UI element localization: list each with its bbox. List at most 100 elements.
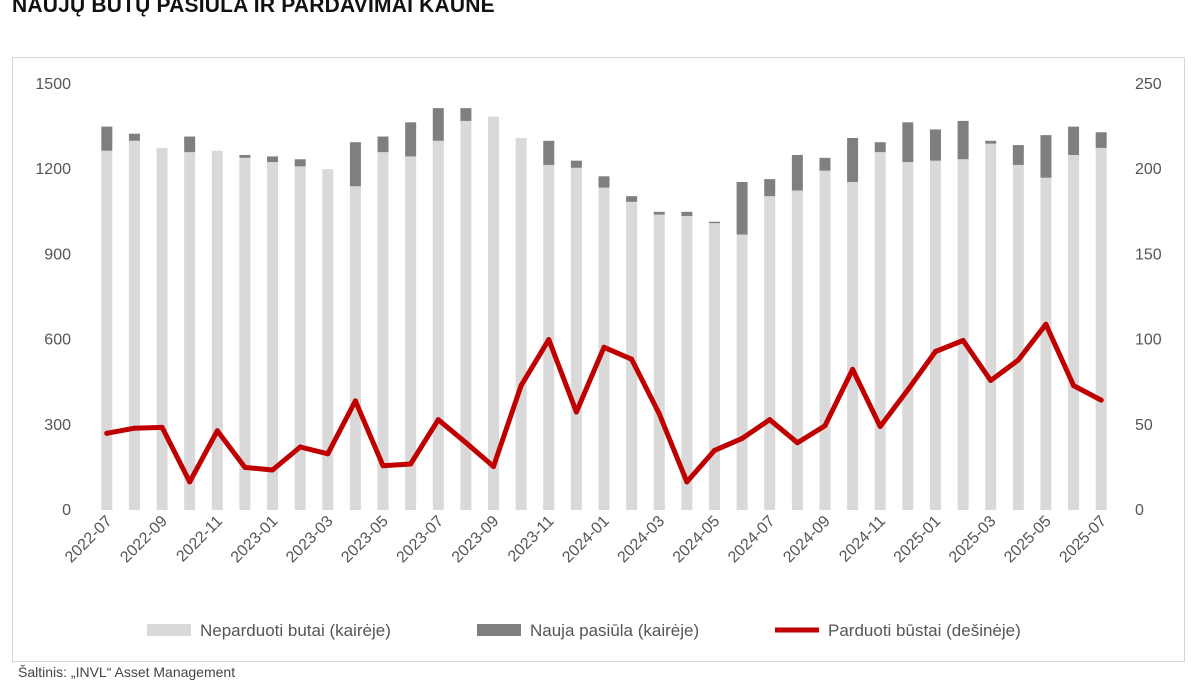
bar-new-supply <box>957 120 969 160</box>
x-tick-label: 2022-09 <box>117 513 171 567</box>
point-sold <box>711 447 717 453</box>
legend-label-sold: Parduoti būstai (dešinėje) <box>828 621 1021 640</box>
bar-new-supply <box>543 140 555 165</box>
x-tick-label: 2023-05 <box>338 513 392 567</box>
bar-unsold <box>570 167 582 510</box>
y-right-tick-label: 50 <box>1135 417 1153 434</box>
point-sold <box>270 467 276 473</box>
point-sold <box>1043 321 1049 327</box>
point-sold <box>242 464 248 470</box>
bar-unsold <box>847 181 859 510</box>
x-tick-label: 2025-05 <box>1001 513 1055 567</box>
y-right-tick-label: 100 <box>1135 332 1162 349</box>
point-sold <box>1015 357 1021 363</box>
bars-layer <box>101 108 1107 511</box>
point-sold <box>518 383 524 389</box>
bar-unsold <box>874 152 886 510</box>
point-sold <box>684 479 690 485</box>
point-sold <box>877 424 883 430</box>
bar-new-supply <box>432 108 444 141</box>
bar-new-supply <box>1095 132 1107 148</box>
bar-unsold <box>681 216 693 510</box>
x-tick-label: 2023-01 <box>228 513 282 567</box>
bar-new-supply <box>460 108 472 121</box>
bar-new-supply <box>708 221 720 224</box>
bar-unsold <box>349 186 361 511</box>
point-sold <box>850 366 856 372</box>
y-left-tick-label: 600 <box>44 332 71 349</box>
x-tick-label: 2024-03 <box>615 513 669 567</box>
page-title: NAUJŲ BŪTŲ PASIŪLA IR PARDAVIMAI KAUNE <box>12 0 495 17</box>
bar-new-supply <box>929 129 941 161</box>
bar-unsold <box>294 166 306 511</box>
bar-unsold <box>708 223 720 510</box>
x-tick-label: 2024-11 <box>836 513 889 566</box>
point-sold <box>214 428 220 434</box>
source-note: Šaltinis: „INVL“ Asset Management <box>18 664 236 680</box>
legend-swatch-new-supply <box>477 624 521 636</box>
bar-new-supply <box>101 126 113 151</box>
bar-unsold <box>902 162 914 510</box>
bar-new-supply <box>349 142 361 187</box>
x-tick-label: 2024-09 <box>780 513 834 567</box>
x-axis: 2022-07 2022-09 2022-11 2023-01 2023-03 2023-… <box>62 513 1110 567</box>
bar-new-supply <box>985 140 997 144</box>
bar-new-supply <box>1040 135 1052 178</box>
legend-swatch-unsold <box>147 624 191 636</box>
point-sold <box>435 417 441 423</box>
y-left-tick-label: 300 <box>44 417 71 434</box>
bar-new-supply <box>184 136 196 153</box>
bar-unsold <box>239 157 251 510</box>
bar-new-supply <box>598 176 610 188</box>
point-sold <box>573 409 579 415</box>
x-tick-label: 2022-11 <box>173 513 226 566</box>
y-right-tick-label: 150 <box>1135 246 1162 263</box>
x-tick-label: 2024-01 <box>559 513 613 567</box>
bar-new-supply <box>764 179 776 197</box>
bar-unsold <box>791 190 803 510</box>
bar-unsold <box>736 234 748 510</box>
bar-unsold <box>488 116 500 510</box>
bar-new-supply <box>874 142 886 153</box>
point-sold <box>325 451 331 457</box>
bar-unsold <box>1095 147 1107 510</box>
point-sold <box>1098 397 1104 403</box>
y-axis-right: 0 50 100 150 200 250 <box>1135 76 1162 519</box>
y-left-tick-label: 1200 <box>35 161 71 178</box>
bar-new-supply <box>1068 126 1080 155</box>
x-tick-label: 2024-07 <box>725 513 779 567</box>
point-sold <box>187 479 193 485</box>
bar-new-supply <box>570 160 582 168</box>
bar-new-supply <box>405 122 417 157</box>
bar-new-supply <box>267 156 279 163</box>
bar-new-supply <box>681 211 693 217</box>
bar-unsold <box>626 201 638 511</box>
legend: Neparduoti butai (kairėje) Nauja pasiūla… <box>147 621 1021 640</box>
bar-new-supply <box>902 122 914 163</box>
bar-new-supply <box>847 137 859 182</box>
bar-unsold <box>1068 155 1080 510</box>
bar-unsold <box>985 143 997 510</box>
y-right-tick-label: 0 <box>1135 502 1144 519</box>
point-sold <box>601 344 607 350</box>
bar-unsold <box>211 150 223 510</box>
point-sold <box>408 461 414 467</box>
y-left-tick-label: 1500 <box>35 76 71 93</box>
bar-unsold <box>1040 177 1052 510</box>
bar-new-supply <box>653 211 665 215</box>
bar-unsold <box>819 170 831 510</box>
x-tick-label: 2023-09 <box>449 513 503 567</box>
point-sold <box>932 349 938 355</box>
point-sold <box>297 444 303 450</box>
bar-unsold <box>267 162 279 510</box>
bar-new-supply <box>294 159 306 167</box>
x-tick-label: 2023-07 <box>394 513 448 567</box>
x-tick-label: 2025-01 <box>891 513 945 567</box>
point-sold <box>960 337 966 343</box>
point-sold <box>104 430 110 436</box>
legend-label-unsold: Neparduoti butai (kairėje) <box>200 621 391 640</box>
bar-new-supply <box>819 157 831 171</box>
y-right-tick-label: 250 <box>1135 76 1162 93</box>
point-sold <box>629 356 635 362</box>
bar-unsold <box>432 140 444 511</box>
